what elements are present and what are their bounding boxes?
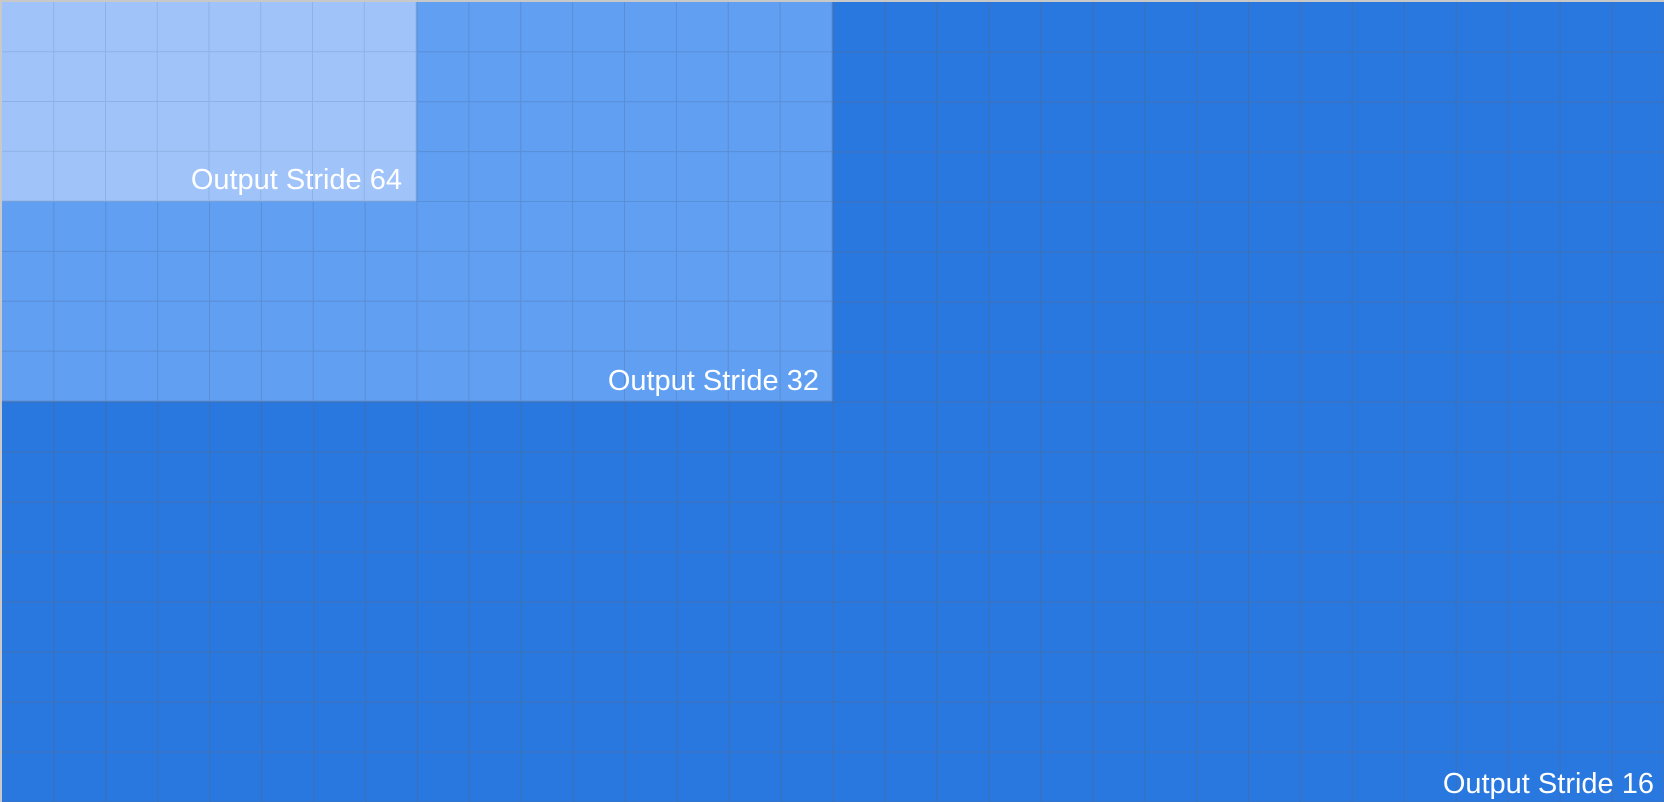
label-output-stride-16: Output Stride 16: [1443, 768, 1654, 800]
region-os64-grid: [2, 2, 417, 202]
label-output-stride-32: Output Stride 32: [608, 365, 819, 397]
label-output-stride-64: Output Stride 64: [191, 164, 402, 196]
region-output-stride-64: Output Stride 64: [2, 2, 417, 202]
